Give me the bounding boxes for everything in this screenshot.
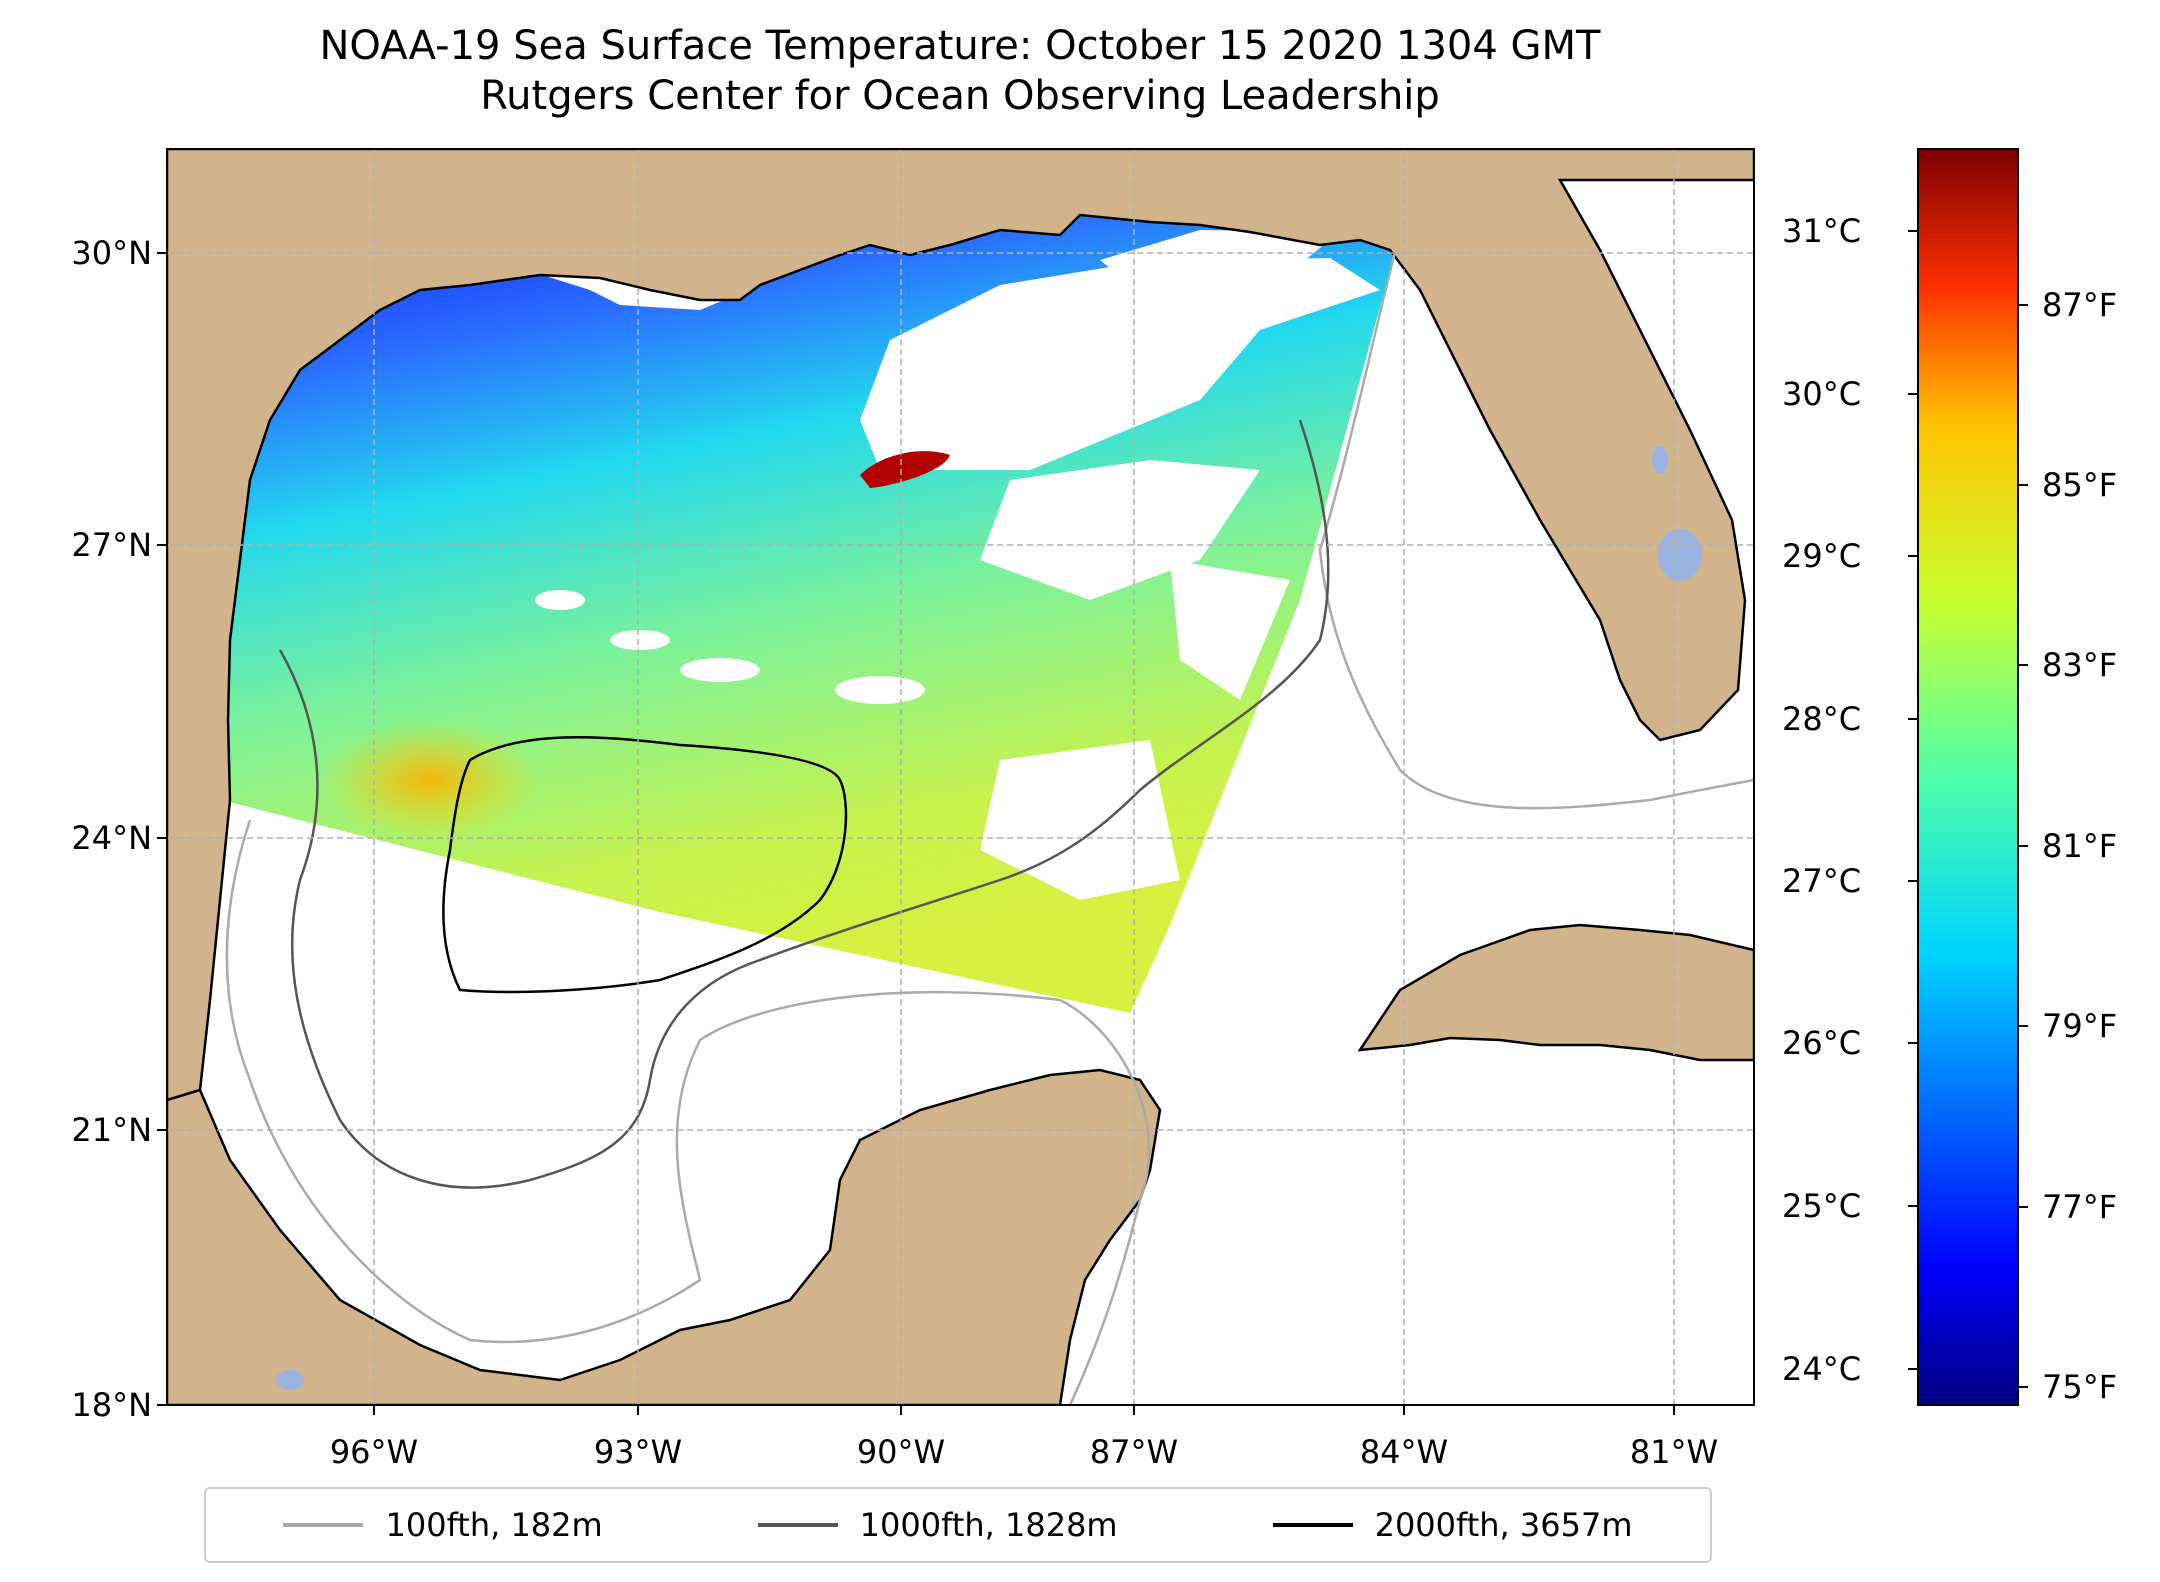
- colorbar-label-87F: 87°F: [2042, 286, 2118, 324]
- colorbar-ticks: [1908, 230, 2028, 1388]
- contour-1000fth: [278, 419, 1330, 1189]
- axis-ticks: [157, 252, 1675, 1415]
- legend-label: 1000fth, 1828m: [859, 1506, 1118, 1544]
- map-title: NOAA-19 Sea Surface Temperature: October…: [319, 23, 1601, 69]
- colorbar-label-27C: 27°C: [1782, 862, 1862, 900]
- legend-line-icon: [1272, 1523, 1353, 1527]
- legend-line-icon: [283, 1523, 364, 1527]
- lon-label-87W: 87°W: [1089, 1433, 1179, 1471]
- colorbar-label-30C: 30°C: [1782, 375, 1862, 413]
- colorbar-label-29C: 29°C: [1782, 537, 1862, 575]
- colorbar-label-77F: 77°F: [2042, 1188, 2118, 1226]
- contour-100fth: [225, 251, 1754, 1405]
- contour-legend: 100fth, 182m 1000fth, 1828m 2000fth, 365…: [204, 1487, 1712, 1563]
- hot-spot: [860, 451, 950, 488]
- legend-item-100fth: 100fth, 182m: [283, 1506, 603, 1544]
- lat-label-30N: 30°N: [71, 234, 152, 272]
- colorbar-label-75F: 75°F: [2042, 1368, 2118, 1406]
- lat-label-18N: 18°N: [71, 1386, 152, 1424]
- mexico: [167, 1068, 1162, 1405]
- lon-label-96W: 96°W: [329, 1433, 419, 1471]
- colorbar-label-83F: 83°F: [2042, 646, 2118, 684]
- colorbar-label-25C: 25°C: [1782, 1187, 1862, 1225]
- map-subtitle: Rutgers Center for Ocean Observing Leade…: [480, 73, 1440, 119]
- legend-line-icon: [757, 1523, 838, 1527]
- colorbar-label-85F: 85°F: [2042, 466, 2118, 504]
- colorbar-label-81F: 81°F: [2042, 827, 2118, 865]
- warm-anomaly: [320, 720, 540, 840]
- legend-label: 100fth, 182m: [385, 1506, 603, 1544]
- colorbar-label-24C: 24°C: [1782, 1350, 1862, 1388]
- colorbar: [1917, 148, 2019, 1406]
- contour-2000fth: [442, 736, 848, 994]
- lakes: [276, 446, 1702, 1390]
- lat-label-24N: 24°N: [71, 819, 152, 857]
- land: [167, 149, 1754, 1405]
- lon-label-90W: 90°W: [856, 1433, 946, 1471]
- lon-label-81W: 81°W: [1629, 1433, 1719, 1471]
- map-frame: [166, 148, 1755, 1406]
- lon-label-84W: 84°W: [1359, 1433, 1449, 1471]
- us-gulf-coast: [167, 149, 1754, 1102]
- colorbar-label-28C: 28°C: [1782, 700, 1862, 738]
- colorbar-label-26C: 26°C: [1782, 1024, 1862, 1062]
- legend-item-2000fth: 2000fth, 3657m: [1272, 1506, 1633, 1544]
- lon-label-93W: 93°W: [593, 1433, 683, 1471]
- lat-label-21N: 21°N: [71, 1111, 152, 1149]
- colorbar-label-79F: 79°F: [2042, 1007, 2118, 1045]
- legend-label: 2000fth, 3657m: [1374, 1506, 1633, 1544]
- cuba: [1357, 923, 1754, 1062]
- lat-label-27N: 27°N: [71, 526, 152, 564]
- colorbar-label-31C: 31°C: [1782, 212, 1862, 250]
- legend-item-1000fth: 1000fth, 1828m: [757, 1506, 1118, 1544]
- cloud-mask: [535, 230, 1380, 900]
- graticule: [167, 149, 1754, 1405]
